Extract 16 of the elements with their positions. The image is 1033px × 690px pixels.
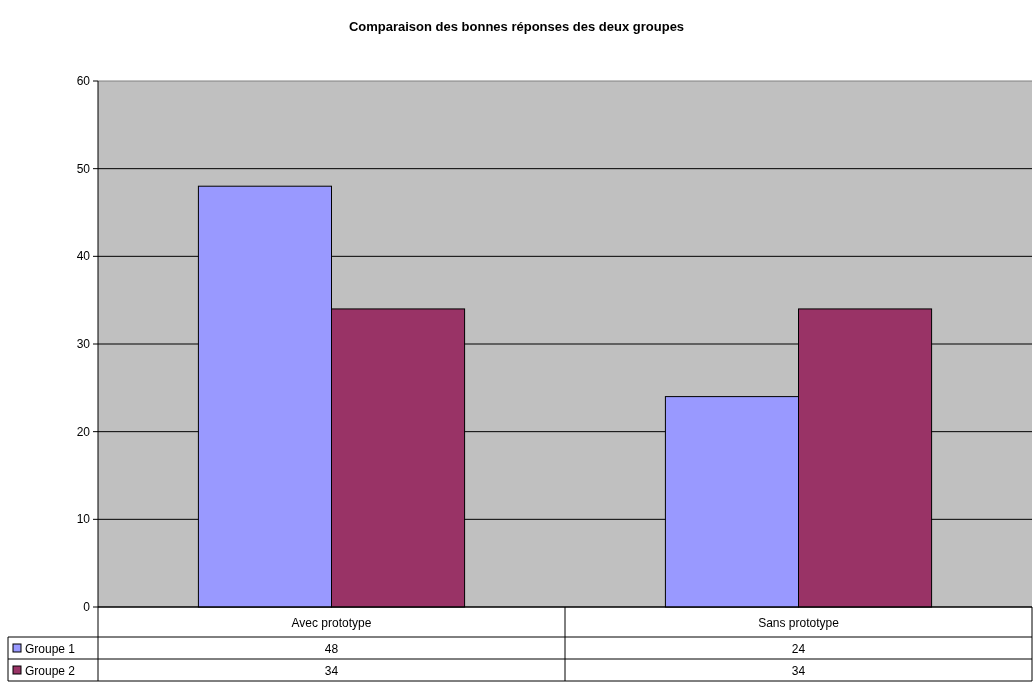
legend-label: Groupe 2 [25,664,76,678]
y-tick-label: 0 [83,600,91,614]
chart-title: Comparaison des bonnes réponses des deux groupes [348,19,685,34]
y-tick-label: 40 [76,249,91,264]
data-label: 24 [791,642,806,656]
data-label: 34 [324,664,339,678]
legend-label: Groupe 1 [25,642,76,656]
y-tick-label: 30 [76,337,91,351]
y-tick-label: 20 [76,424,91,439]
y-tick-label: 50 [76,161,91,176]
data-label: 34 [791,664,806,678]
y-tick-label: 10 [76,512,91,527]
data-label: 48 [324,642,339,656]
y-tick-label: 60 [76,74,91,88]
x-tick-label: Sans prototype [758,616,840,630]
x-tick-label: Avec prototype [291,616,372,630]
